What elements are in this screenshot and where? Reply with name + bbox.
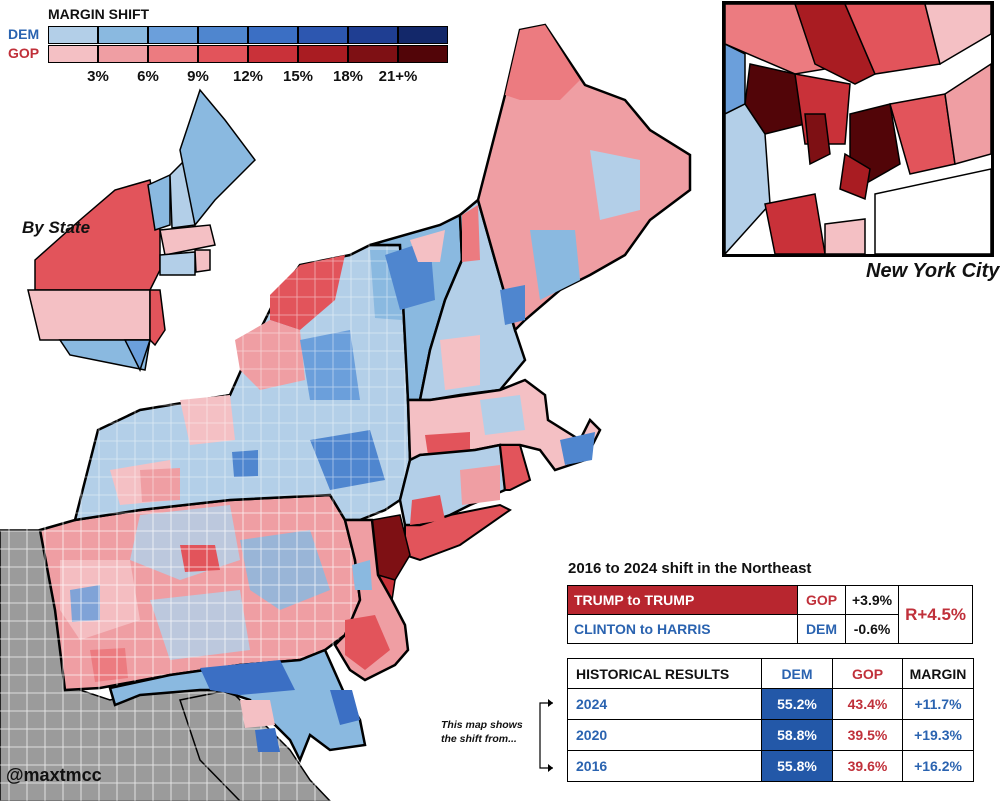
clinton-row-value: -0.6% — [844, 614, 900, 644]
nyc-inset — [722, 1, 994, 257]
by-state-label: By State — [22, 218, 91, 237]
historical-results-table: HISTORICAL RESULTS DEM GOP MARGIN 2024 5… — [567, 658, 974, 782]
legend-tick-label: 6% — [137, 68, 159, 85]
legend-gop-swatch — [398, 45, 448, 63]
shift-table-title: 2016 to 2024 shift in the Northeast — [568, 560, 812, 577]
legend-tick-label: 15% — [282, 68, 314, 85]
legend-gop-label: GOP — [8, 45, 40, 61]
legend-gop-swatch — [248, 45, 298, 63]
net-shift: R+4.5% — [898, 585, 974, 644]
state-maine — [476, 23, 692, 333]
margin-cell: +11.7% — [902, 688, 974, 720]
table-row: 2020 58.8% 39.5% +19.3% — [567, 719, 974, 751]
dem-cell: 55.2% — [761, 688, 833, 720]
dem-cell: 58.8% — [761, 719, 833, 751]
legend-dem-swatches — [48, 26, 448, 44]
trump-row-label: TRUMP to TRUMP — [567, 585, 798, 615]
trump-row-value: +3.9% — [844, 585, 900, 615]
clinton-row-label: CLINTON to HARRIS — [567, 614, 798, 644]
legend-dem-swatch — [148, 26, 198, 44]
table-header-row: HISTORICAL RESULTS DEM GOP MARGIN — [567, 658, 974, 689]
legend-tick-label: 18% — [332, 68, 364, 85]
legend-dem-swatch — [398, 26, 448, 44]
legend-dem-swatch — [248, 26, 298, 44]
legend-ticks: 3% 6% 9% 12% 15% 18% 21+% — [48, 68, 458, 88]
state-maryland-delaware — [108, 648, 367, 764]
legend-tick-label: 3% — [87, 68, 109, 85]
header-gop: GOP — [832, 658, 903, 689]
legend-dem-swatch — [298, 26, 348, 44]
legend-dem-swatch — [98, 26, 148, 44]
by-state-map — [27, 88, 256, 372]
legend-tick-label: 9% — [187, 68, 209, 85]
map-note: This map shows the shift from... — [441, 719, 523, 745]
year-cell: 2020 — [567, 719, 762, 751]
author-credit: @maxtmcc — [6, 765, 102, 785]
table-row: 2024 55.2% 43.4% +11.7% — [567, 688, 974, 720]
dem-cell: 55.8% — [761, 750, 833, 782]
legend-tick-label: 12% — [232, 68, 264, 85]
state-connecticut — [398, 443, 507, 527]
header-historical: HISTORICAL RESULTS — [567, 658, 762, 689]
legend-gop-swatches — [48, 45, 448, 63]
margin-cell: +19.3% — [902, 719, 974, 751]
note-arrow — [539, 702, 553, 769]
nyc-inset-map — [725, 4, 991, 254]
table-row: CLINTON to HARRIS DEM -0.6% — [567, 614, 973, 644]
legend-dem-label: DEM — [8, 26, 40, 42]
header-dem: DEM — [761, 658, 833, 689]
year-cell: 2016 — [567, 750, 762, 782]
legend-dem-swatch — [48, 26, 98, 44]
legend-gop-swatch — [348, 45, 398, 63]
legend-gop-swatch — [148, 45, 198, 63]
legend-gop-swatch — [198, 45, 248, 63]
gop-cell: 39.6% — [832, 750, 903, 782]
shift-table: TRUMP to TRUMP GOP +3.9% R+4.5% CLINTON … — [567, 585, 974, 644]
legend-gop-swatch — [298, 45, 348, 63]
table-row: TRUMP to TRUMP GOP +3.9% R+4.5% — [567, 585, 974, 644]
legend-dem-swatch — [348, 26, 398, 44]
legend-gop-swatch — [98, 45, 148, 63]
legend-dem-swatch — [198, 26, 248, 44]
nyc-inset-label: New York City — [866, 260, 1000, 282]
gop-cell: 43.4% — [832, 688, 903, 720]
margin-cell: +16.2% — [902, 750, 974, 782]
state-new-jersey — [333, 518, 410, 682]
clinton-row-party: DEM — [797, 614, 846, 644]
legend-title: MARGIN SHIFT — [48, 6, 150, 22]
year-cell: 2024 — [567, 688, 762, 720]
header-margin: MARGIN — [902, 658, 974, 689]
gop-cell: 39.5% — [832, 719, 903, 751]
legend-tick-label: 21+% — [378, 68, 418, 85]
state-rhode-island — [498, 444, 532, 491]
trump-row-party: GOP — [797, 585, 846, 615]
legend-gop-swatch — [48, 45, 98, 63]
table-row: 2016 55.8% 39.6% +16.2% — [567, 750, 974, 782]
